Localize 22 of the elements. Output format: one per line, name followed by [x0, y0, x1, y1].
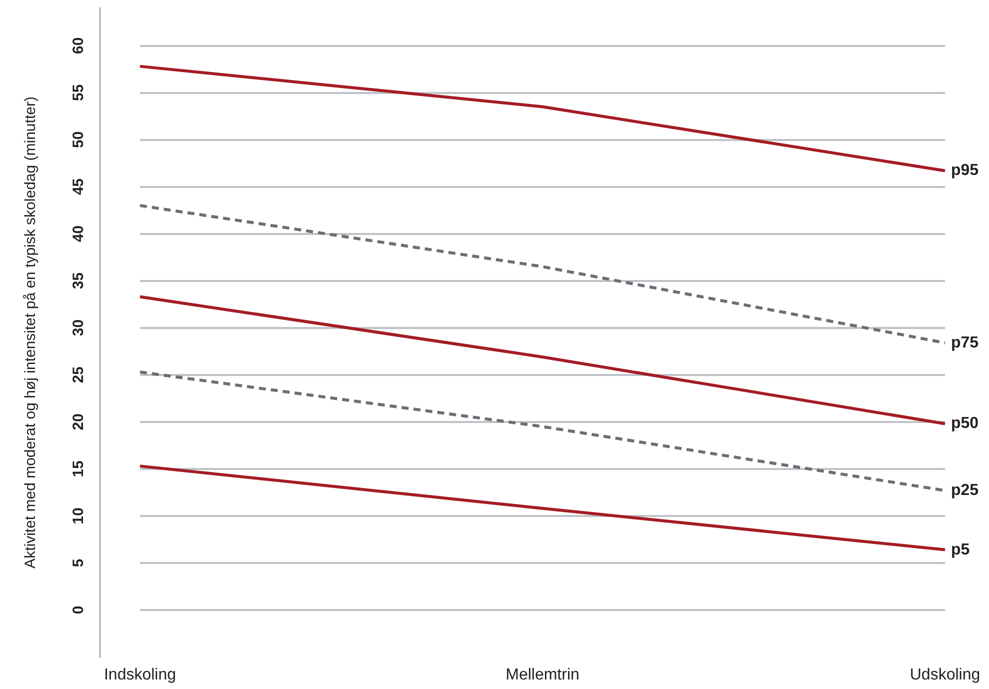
y-tick-label: 25	[70, 366, 87, 384]
series-label: p95	[951, 162, 979, 180]
y-tick-label: 15	[70, 460, 87, 478]
y-axis-title: Aktivitet med moderat og høj intensitet på en typisk skoledag (minutter)	[22, 96, 39, 568]
y-tick-label: 35	[70, 272, 87, 290]
series-label: p25	[951, 482, 979, 500]
y-tick-label: 10	[70, 508, 87, 524]
y-tick-label: 5	[70, 558, 87, 568]
series-label: p5	[951, 541, 970, 558]
x-tick-label: Udskoling	[910, 666, 980, 684]
x-tick-label: Indskoling	[104, 666, 176, 684]
y-tick-label: 45	[70, 178, 87, 196]
series-label: p50	[951, 415, 979, 432]
y-tick-label: 20	[70, 414, 87, 430]
x-tick-label: Mellemtrin	[506, 666, 580, 684]
y-tick-label: 55	[70, 84, 87, 101]
y-tick-label: 0	[70, 606, 87, 614]
series-label: p75	[951, 334, 979, 352]
y-tick-label: 50	[70, 131, 87, 148]
y-tick-label: 40	[70, 225, 87, 242]
y-tick-label: 30	[70, 319, 87, 336]
y-tick-label: 60	[70, 37, 87, 54]
